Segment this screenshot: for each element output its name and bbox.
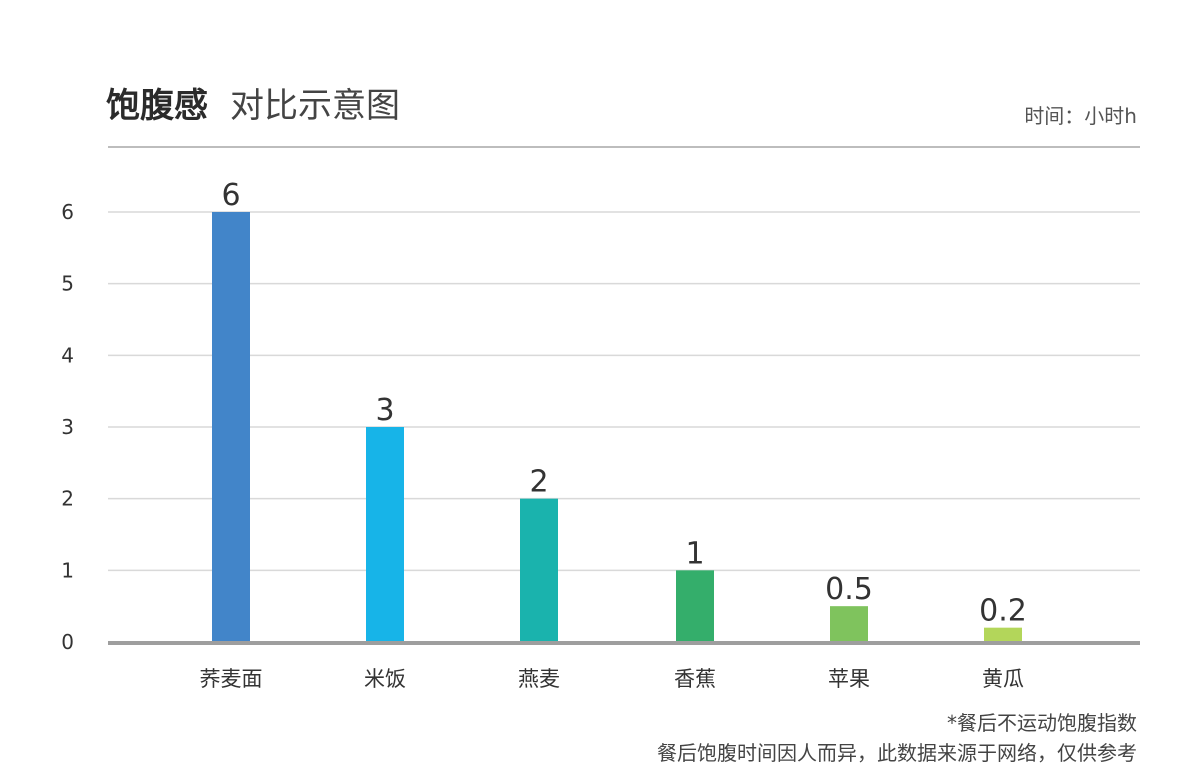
x-category-label: 燕麦 xyxy=(518,667,560,691)
y-tick-label: 3 xyxy=(61,415,74,439)
bar-value-label: 3 xyxy=(375,393,394,428)
bar-value-label: 1 xyxy=(685,536,704,571)
bar xyxy=(520,498,558,642)
header-divider xyxy=(108,146,1140,148)
bar xyxy=(830,606,868,642)
bar-value-label: 0.5 xyxy=(825,572,873,607)
y-tick-label: 5 xyxy=(61,272,74,296)
y-tick-label: 0 xyxy=(61,630,74,654)
chart-title: 饱腹感 对比示意图 xyxy=(106,84,400,128)
x-category-label: 苹果 xyxy=(828,667,870,691)
y-tick-label: 6 xyxy=(61,200,74,224)
y-tick-label: 4 xyxy=(61,343,74,367)
footnotes: *餐后不运动饱腹指数 餐后饱腹时间因人而异，此数据来源于网络，仅供参考 xyxy=(657,708,1137,768)
bar xyxy=(676,570,714,642)
chart-title-main: 饱腹感 xyxy=(106,86,208,126)
x-category-label: 荞麦面 xyxy=(200,667,263,691)
x-category-label: 香蕉 xyxy=(674,667,716,691)
unit-label: 时间：小时h xyxy=(1024,104,1137,128)
y-tick-label: 1 xyxy=(61,558,74,582)
bar xyxy=(984,627,1022,642)
x-category-label: 黄瓜 xyxy=(982,667,1024,691)
bar-value-label: 0.2 xyxy=(979,594,1027,629)
footnote-2: 餐后饱腹时间因人而异，此数据来源于网络，仅供参考 xyxy=(657,741,1137,765)
bar-value-label: 2 xyxy=(529,465,548,500)
chart-title-sub: 对比示意图 xyxy=(230,86,400,126)
x-category-label: 米饭 xyxy=(364,667,406,691)
footnote-1: *餐后不运动饱腹指数 xyxy=(947,711,1137,735)
bar-value-label: 6 xyxy=(221,178,240,213)
bar xyxy=(366,427,404,642)
y-tick-label: 2 xyxy=(61,487,74,511)
bar xyxy=(212,212,250,642)
